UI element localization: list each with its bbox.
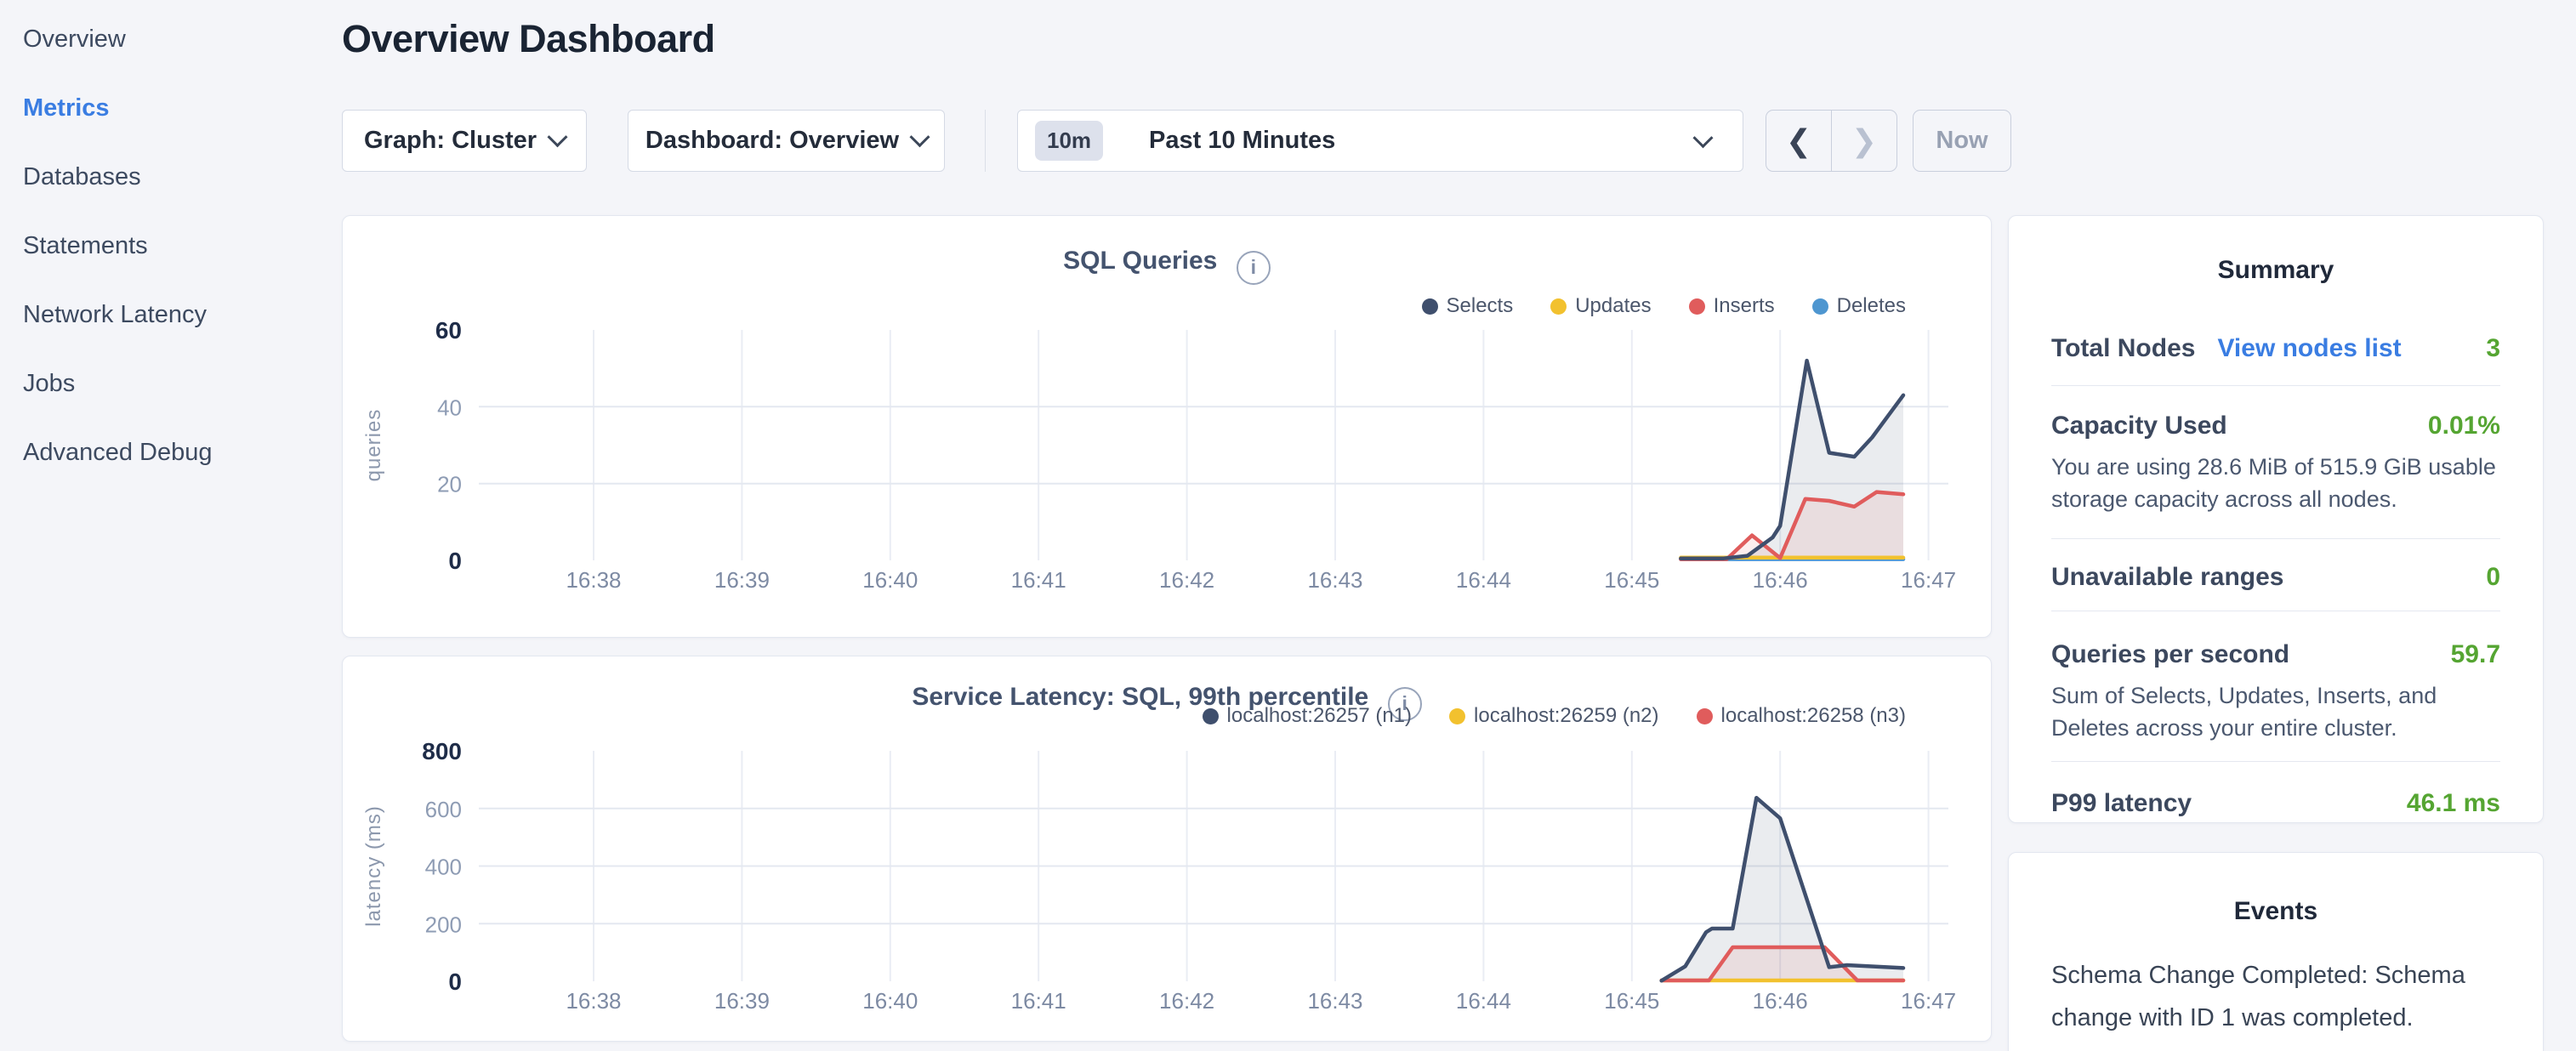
- svg-text:16:45: 16:45: [1604, 567, 1659, 593]
- svg-text:16:41: 16:41: [1011, 567, 1066, 593]
- info-icon[interactable]: i: [1237, 251, 1271, 285]
- svg-text:200: 200: [425, 912, 462, 937]
- time-window-pager: ❮ ❯: [1766, 110, 1897, 172]
- chevron-down-icon: [1692, 128, 1713, 148]
- controls-bar: Graph: Cluster Dashboard: Overview 10m P…: [342, 110, 2011, 172]
- svg-text:16:46: 16:46: [1753, 567, 1808, 593]
- svg-text:16:39: 16:39: [714, 988, 770, 1014]
- stat-label: Unavailable ranges: [2051, 563, 2283, 592]
- svg-text:16:44: 16:44: [1456, 988, 1511, 1014]
- legend-label: localhost:26257 (n1): [1227, 704, 1412, 728]
- time-back-button[interactable]: ❮: [1766, 111, 1832, 171]
- event-list-item[interactable]: Schema Change Completed: Schema change w…: [2051, 955, 2500, 1051]
- legend-item[interactable]: localhost:26258 (n3): [1697, 704, 1906, 728]
- svg-text:16:44: 16:44: [1456, 567, 1511, 593]
- dashboard-label: Dashboard: Overview: [645, 127, 899, 155]
- svg-text:16:39: 16:39: [714, 567, 770, 593]
- time-range-dropdown[interactable]: 10m Past 10 Minutes: [1017, 110, 1743, 172]
- sidebar-nav: Overview Metrics Databases Statements Ne…: [0, 0, 340, 1051]
- stat-value: 3: [2486, 334, 2500, 363]
- sidebar-item-metrics[interactable]: Metrics: [0, 94, 340, 163]
- stat-value: 59.7: [2451, 640, 2500, 669]
- stat-queries-per-second: Queries per second 59.7 Sum of Selects, …: [2051, 611, 2500, 763]
- svg-text:16:38: 16:38: [566, 988, 621, 1014]
- legend-dot-icon: [1697, 708, 1713, 724]
- chart-legend: localhost:26257 (n1) localhost:26259 (n2)…: [1203, 704, 1906, 728]
- legend-dot-icon: [1449, 708, 1465, 724]
- graph-scope-dropdown[interactable]: Graph: Cluster: [342, 110, 587, 172]
- stat-value: 0.01%: [2428, 412, 2500, 440]
- db-console-app: Overview Metrics Databases Statements Ne…: [0, 0, 2576, 1051]
- svg-text:16:43: 16:43: [1307, 567, 1362, 593]
- time-range-label: Past 10 Minutes: [1149, 127, 1335, 155]
- events-panel: Events Schema Change Completed: Schema c…: [2008, 852, 2544, 1051]
- stat-description: You are using 28.6 MiB of 515.9 GiB usab…: [2051, 451, 2500, 516]
- svg-text:16:47: 16:47: [1901, 988, 1956, 1014]
- stat-value: 46.1 ms: [2407, 789, 2500, 818]
- svg-text:16:43: 16:43: [1307, 988, 1362, 1014]
- stat-label: Queries per second: [2051, 640, 2289, 669]
- svg-text:queries: queries: [362, 409, 385, 482]
- svg-text:16:46: 16:46: [1753, 988, 1808, 1014]
- service-latency-chart-card: Service Latency: SQL, 99th percentile i …: [342, 656, 1992, 1042]
- now-button[interactable]: Now: [1913, 110, 2011, 172]
- graph-scope-label: Graph: Cluster: [364, 127, 537, 155]
- svg-text:16:41: 16:41: [1011, 988, 1066, 1014]
- svg-text:20: 20: [437, 472, 462, 497]
- summary-panel: Summary Total Nodes View nodes list 3 Ca…: [2008, 215, 2544, 823]
- stat-capacity-used: Capacity Used 0.01% You are using 28.6 M…: [2051, 386, 2500, 539]
- view-nodes-list-link[interactable]: View nodes list: [2217, 334, 2401, 363]
- svg-text:600: 600: [425, 797, 462, 822]
- svg-text:16:45: 16:45: [1604, 988, 1659, 1014]
- sidebar-item-overview[interactable]: Overview: [0, 26, 340, 94]
- stat-total-nodes: Total Nodes View nodes list 3: [2051, 334, 2500, 386]
- chevron-down-icon: [910, 127, 930, 147]
- time-range-badge: 10m: [1035, 121, 1103, 161]
- dashboard-dropdown[interactable]: Dashboard: Overview: [628, 110, 945, 172]
- chevron-down-icon: [547, 127, 567, 147]
- chart-title: SQL Queries: [1063, 247, 1217, 275]
- legend-item[interactable]: localhost:26257 (n1): [1203, 704, 1412, 728]
- legend-dot-icon: [1203, 708, 1219, 724]
- svg-text:16:38: 16:38: [566, 567, 621, 593]
- svg-text:16:42: 16:42: [1159, 988, 1214, 1014]
- stat-value: 0: [2486, 563, 2500, 592]
- sidebar-item-databases[interactable]: Databases: [0, 163, 340, 232]
- svg-text:0: 0: [448, 969, 462, 995]
- chart-plot[interactable]: 16:38 16:39 16:40 16:41 16:42 16:43 16:44 16:45…: [360, 307, 1976, 596]
- sidebar-item-advanced-debug[interactable]: Advanced Debug: [0, 439, 340, 508]
- stat-p99-latency: P99 latency 46.1 ms: [2051, 762, 2500, 818]
- legend-label: localhost:26258 (n3): [1721, 704, 1906, 728]
- sidebar-item-network-latency[interactable]: Network Latency: [0, 301, 340, 370]
- svg-text:16:40: 16:40: [862, 567, 918, 593]
- stat-label: P99 latency: [2051, 789, 2192, 818]
- sidebar-item-statements[interactable]: Statements: [0, 232, 340, 301]
- svg-text:800: 800: [422, 738, 462, 764]
- chart-header: SQL Queries i: [343, 247, 1991, 285]
- sidebar-item-jobs[interactable]: Jobs: [0, 370, 340, 439]
- svg-text:400: 400: [425, 855, 462, 880]
- stat-label: Total Nodes: [2051, 334, 2195, 363]
- svg-text:16:40: 16:40: [862, 988, 918, 1014]
- legend-item[interactable]: localhost:26259 (n2): [1449, 704, 1658, 728]
- event-text: Schema Change Completed: Schema change w…: [2051, 955, 2500, 1040]
- summary-heading: Summary: [2051, 216, 2500, 285]
- svg-text:0: 0: [448, 548, 462, 574]
- page-title: Overview Dashboard: [342, 17, 715, 61]
- sql-queries-chart-card: SQL Queries i SelectsUpdatesInsertsDelet…: [342, 215, 1992, 638]
- events-heading: Events: [2051, 853, 2500, 926]
- controls-divider: [985, 110, 986, 172]
- stat-label: Capacity Used: [2051, 412, 2227, 440]
- stat-unavailable-ranges: Unavailable ranges 0: [2051, 539, 2500, 611]
- legend-label: localhost:26259 (n2): [1474, 704, 1658, 728]
- svg-text:60: 60: [435, 317, 462, 344]
- svg-text:16:47: 16:47: [1901, 567, 1956, 593]
- stat-description: Sum of Selects, Updates, Inserts, and De…: [2051, 679, 2500, 745]
- svg-text:latency (ms): latency (ms): [362, 805, 385, 927]
- svg-text:16:42: 16:42: [1159, 567, 1214, 593]
- chart-plot[interactable]: 16:38 16:39 16:40 16:41 16:42 16:43 16:44 16:45…: [360, 728, 1976, 1017]
- time-forward-button[interactable]: ❯: [1832, 111, 1896, 171]
- svg-text:40: 40: [437, 395, 462, 420]
